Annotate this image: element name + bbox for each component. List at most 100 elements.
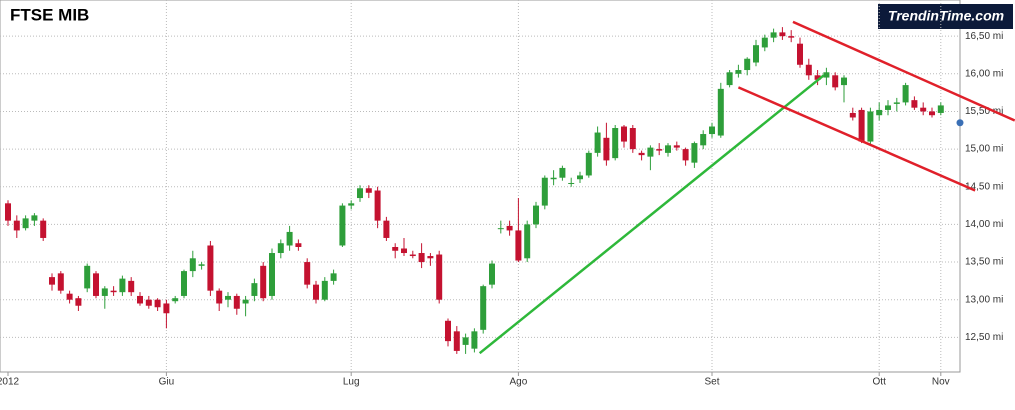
candle-body: [823, 72, 830, 78]
candle-body: [753, 45, 759, 63]
candle-body: [453, 331, 460, 351]
last-value-marker: [956, 119, 964, 127]
candle-body: [392, 246, 399, 251]
candle-body: [885, 105, 891, 110]
candle-body: [445, 320, 451, 342]
candle-body: [788, 36, 795, 38]
candle-body: [321, 280, 328, 300]
x-tick-label: 2012: [0, 377, 20, 388]
logo: TrendinTime.com: [888, 8, 1004, 24]
candle-body: [867, 111, 874, 142]
candle-body: [286, 231, 293, 246]
candle-body: [700, 134, 707, 146]
candle-body: [93, 273, 99, 296]
candle-body: [242, 299, 249, 304]
candle-body: [902, 85, 909, 103]
candle-body: [471, 331, 478, 349]
x-tick-label: Nov: [932, 377, 950, 388]
candle-body: [797, 43, 803, 65]
candle-body: [57, 273, 64, 291]
candle-body: [172, 298, 179, 302]
candle-body: [612, 128, 619, 159]
candle-body: [603, 137, 610, 161]
candle-body: [717, 88, 724, 136]
candle-body: [585, 152, 592, 176]
candle-body: [233, 295, 240, 309]
candle-body: [621, 126, 627, 142]
trendline: [478, 74, 825, 355]
candle-body: [40, 220, 47, 238]
candle-body: [277, 243, 284, 254]
y-tick-label: 16,50 mi: [965, 31, 1003, 42]
candle-body: [13, 220, 20, 231]
candle-body: [409, 254, 416, 257]
candle-body: [330, 273, 337, 281]
candle-body: [805, 64, 812, 76]
candle-body: [841, 77, 847, 86]
candle-body: [216, 290, 223, 304]
candle-body: [506, 225, 513, 231]
candle-body: [920, 107, 927, 112]
candle-body: [761, 37, 768, 48]
candle-body: [145, 299, 152, 306]
candle-body: [770, 32, 777, 38]
candle-body: [66, 293, 73, 300]
candle-body: [198, 264, 205, 266]
candle-body: [533, 205, 539, 225]
candle-body: [577, 175, 583, 180]
candle-body: [84, 265, 91, 289]
candle-body: [937, 105, 944, 113]
candle-body: [304, 262, 311, 285]
candle-body: [594, 132, 601, 153]
candle-body: [101, 288, 108, 296]
x-tick-label: Ott: [873, 377, 887, 388]
y-tick-label: 15,50 mi: [965, 106, 1003, 117]
candle-body: [339, 205, 346, 246]
candle-body: [357, 188, 363, 199]
candle-body: [665, 145, 671, 153]
candle-body: [189, 258, 196, 272]
candle-body: [480, 286, 487, 330]
candle-body: [814, 75, 821, 80]
y-tick-label: 15,00 mi: [965, 144, 1003, 155]
candle-body: [911, 100, 918, 108]
candle-body: [374, 190, 381, 221]
trendline: [737, 86, 976, 192]
logo-box: [878, 4, 1013, 29]
candle-body: [691, 143, 698, 163]
candle-body: [436, 254, 443, 300]
plot-area: [0, 0, 961, 373]
candle-body: [832, 75, 839, 88]
candle-body: [629, 128, 636, 150]
candle-body: [726, 72, 733, 86]
candle-body: [119, 278, 126, 293]
y-tick-label: 14,50 mi: [965, 181, 1003, 192]
candle-body: [110, 290, 117, 293]
candle-body: [893, 102, 900, 104]
candle-body: [348, 203, 355, 206]
candle-body: [260, 265, 267, 299]
candle-body: [929, 111, 935, 116]
candle-body: [568, 182, 575, 184]
trendline: [792, 20, 1015, 122]
candle-body: [31, 215, 38, 221]
candle-body: [418, 253, 425, 263]
candle-body: [779, 32, 786, 37]
candle-body: [876, 109, 883, 116]
candle-body: [207, 245, 214, 291]
y-tick-label: 13,50 mi: [965, 257, 1003, 268]
candle-body: [365, 188, 372, 193]
candle-body: [383, 220, 390, 238]
candle-body: [489, 263, 495, 285]
candle-body: [524, 224, 531, 259]
y-tick-label: 14,00 mi: [965, 219, 1003, 230]
candle-body: [75, 298, 82, 306]
chart-title: FTSE MIB: [10, 5, 89, 24]
candle-body: [682, 149, 689, 161]
candle-body: [735, 70, 742, 74]
candle-body: [849, 112, 856, 118]
candle-body: [709, 126, 715, 135]
candle-body: [181, 271, 187, 296]
x-tick-label: Lug: [343, 377, 360, 388]
